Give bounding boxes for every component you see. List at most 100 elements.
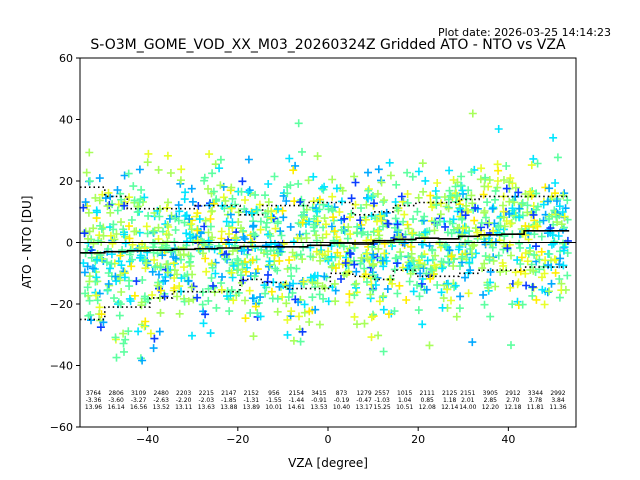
data-point-marker: [408, 229, 417, 238]
data-point-marker: [95, 289, 104, 298]
data-point-marker: [116, 251, 125, 260]
data-point-marker: [245, 186, 254, 195]
data-point-marker: [294, 179, 303, 188]
data-point-marker: [170, 284, 179, 292]
bin-stat-std: 12.08: [419, 404, 436, 411]
data-point-marker: [499, 239, 508, 248]
data-point-marker: [415, 292, 424, 301]
data-point-marker: [506, 283, 515, 292]
bin-stat-std: 10.40: [333, 404, 350, 411]
data-point-marker: [548, 231, 557, 240]
data-point-marker: [455, 243, 464, 251]
data-point-marker: [506, 174, 515, 183]
data-point-marker: [559, 191, 568, 200]
data-point-marker: [425, 341, 434, 350]
data-point-marker: [545, 287, 553, 296]
data-point-marker: [345, 249, 354, 258]
data-point-marker: [204, 228, 213, 237]
bin-stat-std: 10.01: [265, 404, 282, 411]
data-point-marker: [553, 153, 562, 162]
data-point-marker: [89, 239, 98, 248]
data-point-marker: [95, 196, 104, 205]
data-point-marker: [526, 187, 535, 196]
data-point-marker: [99, 231, 108, 240]
data-point-marker: [185, 258, 194, 267]
data-point-marker: [328, 192, 337, 201]
data-point-marker: [137, 298, 146, 307]
data-point-marker: [505, 210, 514, 218]
data-point-marker: [407, 236, 416, 245]
data-point-marker: [201, 216, 210, 225]
data-point-marker: [87, 253, 96, 262]
data-point-marker: [489, 256, 498, 265]
data-point-marker: [224, 222, 233, 231]
data-point-marker: [337, 275, 345, 283]
data-point-marker: [241, 196, 249, 204]
data-point-marker: [248, 294, 257, 303]
data-point-marker: [142, 222, 151, 231]
data-point-marker: [93, 208, 101, 217]
data-point-marker: [276, 227, 285, 236]
data-point-marker: [251, 231, 260, 240]
data-point-marker: [557, 220, 566, 229]
bin-stat-mean: 2.85: [484, 397, 498, 404]
data-point-marker: [298, 327, 307, 336]
data-point-marker: [218, 272, 226, 281]
data-point-marker: [481, 237, 489, 246]
data-point-marker: [396, 248, 405, 257]
data-point-marker: [309, 172, 318, 181]
data-point-marker: [289, 336, 298, 345]
data-point-marker: [261, 191, 269, 200]
bin-stat-std: 12.14: [441, 404, 458, 411]
data-point-marker: [256, 293, 265, 302]
y-tick-label: 60: [59, 52, 73, 65]
data-point-marker: [458, 230, 467, 239]
data-point-marker: [379, 305, 388, 314]
data-point-marker: [461, 273, 469, 282]
data-point-marker: [241, 296, 249, 305]
data-point-marker: [299, 277, 308, 286]
data-point-marker: [120, 273, 129, 282]
data-point-marker: [91, 193, 100, 202]
data-point-marker: [207, 259, 216, 268]
data-point-marker: [115, 276, 124, 285]
data-point-marker: [112, 353, 121, 362]
data-point-marker: [181, 188, 190, 197]
data-point-marker: [376, 212, 385, 221]
data-point-marker: [403, 168, 412, 177]
data-point-marker: [393, 289, 402, 298]
data-point-marker: [114, 200, 123, 209]
data-point-marker: [456, 181, 465, 190]
data-point-marker: [305, 217, 313, 226]
data-point-marker: [146, 329, 155, 338]
data-point-marker: [155, 270, 163, 279]
data-point-marker: [283, 330, 292, 339]
data-point-marker: [552, 256, 561, 265]
x-tick-label: −40: [136, 433, 159, 446]
data-point-marker: [116, 300, 125, 309]
data-point-marker: [229, 296, 238, 305]
data-point-marker: [353, 222, 362, 231]
data-point-marker: [172, 270, 181, 279]
data-point-marker: [433, 179, 442, 187]
data-point-marker: [200, 176, 209, 185]
data-point-marker: [133, 208, 142, 217]
data-point-marker: [413, 207, 422, 216]
data-point-marker: [526, 247, 535, 256]
data-point-marker: [193, 226, 202, 235]
data-point-marker: [237, 187, 246, 196]
data-point-marker: [160, 292, 169, 301]
bin-stat-std: 13.88: [220, 404, 237, 411]
data-point-marker: [150, 334, 159, 343]
y-axis-label: ATO - NTO [DU]: [20, 196, 34, 289]
data-point-marker: [410, 264, 419, 273]
data-point-marker: [493, 160, 502, 169]
data-point-marker: [476, 175, 485, 184]
data-point-marker: [369, 259, 378, 268]
bin-stat-mean: -0.91: [311, 397, 327, 404]
bin-stat-mean: -1.03: [374, 397, 390, 404]
data-point-marker: [223, 287, 232, 296]
data-point-marker: [461, 211, 470, 220]
data-point-marker: [206, 329, 215, 338]
data-point-marker: [532, 189, 541, 198]
